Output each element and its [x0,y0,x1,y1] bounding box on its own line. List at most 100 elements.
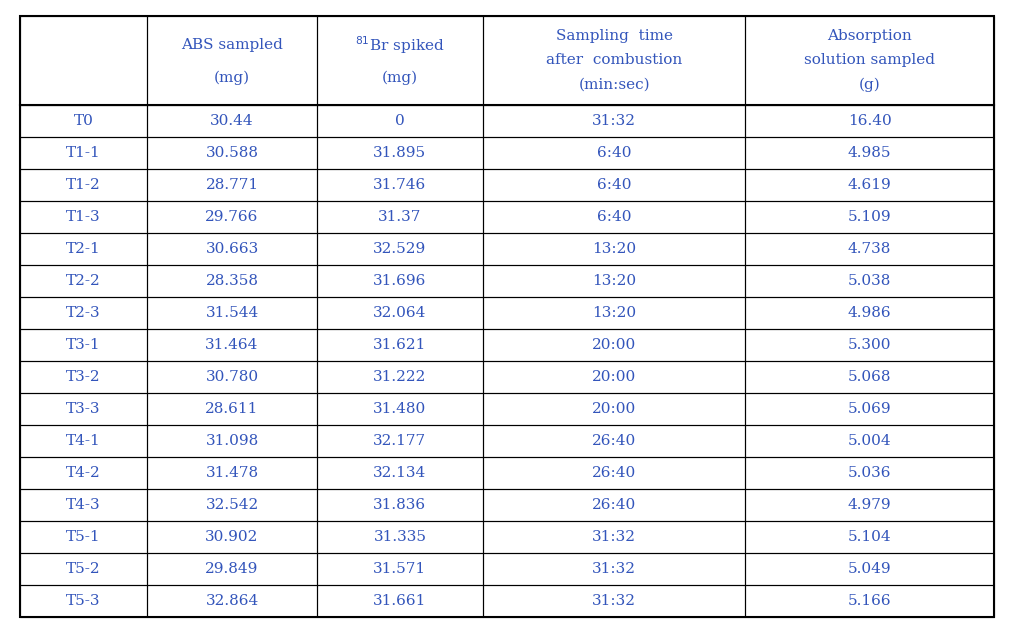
Bar [147,393,317,425]
Text: 26:40: 26:40 [592,434,636,448]
Text: 32.542: 32.542 [206,498,259,512]
Text: 5.104: 5.104 [848,530,891,544]
Bar [317,265,483,297]
Bar [147,361,317,393]
Text: Sampling  time: Sampling time [556,29,672,43]
Bar [483,553,745,585]
Bar [317,361,483,393]
Text: 31:32: 31:32 [592,563,636,576]
Bar [317,233,483,265]
Bar [483,329,745,361]
Bar [20,457,147,490]
Bar [317,297,483,329]
Text: (mg): (mg) [382,71,418,85]
Text: T1-3: T1-3 [66,210,100,224]
Bar [745,585,994,617]
Bar [20,137,147,169]
Text: 13:20: 13:20 [592,242,636,256]
Text: T4-1: T4-1 [66,434,101,448]
Bar [147,329,317,361]
Text: 30.44: 30.44 [210,114,254,128]
Text: (min:sec): (min:sec) [578,77,650,91]
Bar [20,329,147,361]
Bar [483,457,745,490]
Bar [317,457,483,490]
Bar [745,105,994,137]
Bar [317,553,483,585]
Bar [483,585,745,617]
Text: 4.979: 4.979 [848,498,891,512]
Text: 4.985: 4.985 [848,146,891,160]
Bar [147,233,317,265]
Bar [745,16,994,105]
Bar [745,361,994,393]
Bar [20,490,147,521]
Bar [20,585,147,617]
Text: 31.464: 31.464 [205,338,259,352]
Bar [745,553,994,585]
Bar [317,137,483,169]
Text: 26:40: 26:40 [592,498,636,512]
Bar [745,233,994,265]
Bar [20,521,147,553]
Bar [147,297,317,329]
Text: T5-2: T5-2 [66,563,100,576]
Bar [483,169,745,201]
Bar [147,16,317,105]
Bar [317,201,483,233]
Text: 5.004: 5.004 [848,434,891,448]
Bar [317,16,483,105]
Text: T2-1: T2-1 [66,242,101,256]
Text: T2-2: T2-2 [66,274,101,288]
Text: 30.902: 30.902 [205,530,259,544]
Bar [317,169,483,201]
Text: 31:32: 31:32 [592,594,636,609]
Text: T1-1: T1-1 [66,146,101,160]
Text: 4.986: 4.986 [848,306,891,320]
Text: 13:20: 13:20 [592,274,636,288]
Text: T4-2: T4-2 [66,466,101,480]
Text: 16.40: 16.40 [848,114,891,128]
Bar [745,297,994,329]
Text: 31.895: 31.895 [373,146,427,160]
Text: 0: 0 [395,114,405,128]
Text: 5.036: 5.036 [848,466,891,480]
Text: T5-3: T5-3 [66,594,100,609]
Text: 31.098: 31.098 [206,434,259,448]
Bar [483,393,745,425]
Bar [147,265,317,297]
Text: 5.049: 5.049 [848,563,891,576]
Text: 31.571: 31.571 [373,563,427,576]
Text: 6:40: 6:40 [597,178,632,192]
Text: T3-1: T3-1 [66,338,100,352]
Text: 26:40: 26:40 [592,466,636,480]
Text: 30.780: 30.780 [206,370,259,384]
Text: 5.300: 5.300 [848,338,891,352]
Bar [745,201,994,233]
Bar [147,457,317,490]
Bar [147,169,317,201]
Text: 5.068: 5.068 [848,370,891,384]
Bar [20,169,147,201]
Bar [20,361,147,393]
Bar [745,490,994,521]
Bar [147,585,317,617]
Bar [745,169,994,201]
Bar [147,137,317,169]
Text: 6:40: 6:40 [597,146,632,160]
Bar [20,16,147,105]
Bar [745,329,994,361]
Text: 6:40: 6:40 [597,210,632,224]
Bar [483,361,745,393]
Text: solution sampled: solution sampled [804,54,935,67]
Bar [20,297,147,329]
Bar [20,233,147,265]
Bar [483,137,745,169]
Bar [745,265,994,297]
Text: 5.109: 5.109 [848,210,891,224]
Text: 31.836: 31.836 [373,498,427,512]
Text: 31.222: 31.222 [373,370,427,384]
Bar [317,393,483,425]
Text: (g): (g) [859,77,880,91]
Text: 4.738: 4.738 [848,242,891,256]
